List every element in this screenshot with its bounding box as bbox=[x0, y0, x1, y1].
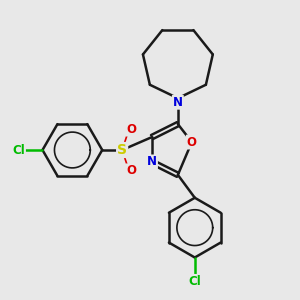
Text: O: O bbox=[126, 164, 136, 177]
Text: O: O bbox=[187, 136, 197, 148]
Text: N: N bbox=[173, 96, 183, 109]
Text: O: O bbox=[126, 123, 136, 136]
Text: Cl: Cl bbox=[188, 275, 201, 288]
Text: N: N bbox=[147, 155, 157, 168]
Text: Cl: Cl bbox=[12, 143, 25, 157]
Text: S: S bbox=[117, 143, 127, 157]
